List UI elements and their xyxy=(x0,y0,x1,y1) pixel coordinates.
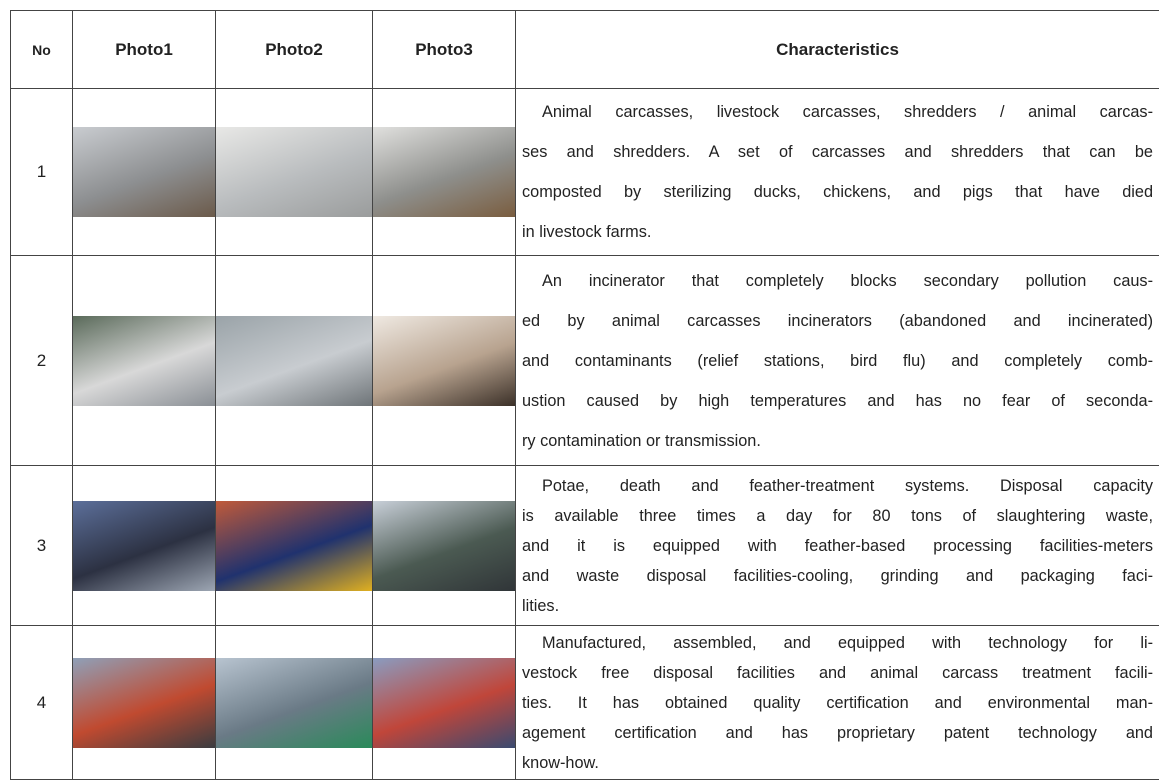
table-row: 3 Potae, death and feather-treatment syst… xyxy=(11,466,1159,626)
page: No Photo1 Photo2 Photo3 Characteristics … xyxy=(0,0,1159,779)
photo-cell xyxy=(73,466,216,626)
text-line: ses and shredders. A set of carcasses an… xyxy=(522,132,1153,172)
characteristics: Potae, death and feather-treatment syste… xyxy=(516,466,1159,626)
photo xyxy=(373,658,515,748)
photo-cell xyxy=(373,626,516,780)
photo-cell xyxy=(216,466,373,626)
text-line: Manufactured, assembled, and equipped wi… xyxy=(522,628,1153,658)
table: No Photo1 Photo2 Photo3 Characteristics … xyxy=(10,10,1159,780)
text-line: vestock free disposal facilities and ani… xyxy=(522,658,1153,688)
photo xyxy=(373,316,515,406)
text-line: in livestock farms. xyxy=(522,212,1153,252)
row-number: 1 xyxy=(11,89,73,256)
text-line: agement certification and has proprietar… xyxy=(522,718,1153,748)
text-line: Animal carcasses, livestock carcasses, s… xyxy=(522,92,1153,132)
photo-cell xyxy=(73,256,216,466)
text-line: lities. xyxy=(522,591,1153,621)
header-cell: Characteristics xyxy=(516,11,1159,89)
text-line: Potae, death and feather-treatment syste… xyxy=(522,471,1153,501)
photo-cell xyxy=(216,89,373,256)
table-body: 1 Animal carcasses, livestock carcasses, … xyxy=(11,89,1159,780)
row-number: 4 xyxy=(11,626,73,780)
row-number: 2 xyxy=(11,256,73,466)
text-line: know-how. xyxy=(522,748,1153,778)
text-line: ry contamination or transmission. xyxy=(522,421,1153,461)
photo-cell xyxy=(373,466,516,626)
photo xyxy=(216,501,372,591)
row-number: 3 xyxy=(11,466,73,626)
photo-cell xyxy=(73,89,216,256)
photo xyxy=(373,127,515,217)
header-row: No Photo1 Photo2 Photo3 Characteristics xyxy=(11,11,1159,89)
header-cell: Photo3 xyxy=(373,11,516,89)
header-cell: Photo2 xyxy=(216,11,373,89)
text-line: ties. It has obtained quality certificat… xyxy=(522,688,1153,718)
text-line: is available three times a day for 80 to… xyxy=(522,501,1153,531)
text-line: and it is equipped with feather-based pr… xyxy=(522,531,1153,561)
table-row: 1 Animal carcasses, livestock carcasses, … xyxy=(11,89,1159,256)
characteristics: Animal carcasses, livestock carcasses, s… xyxy=(516,89,1159,256)
photo-cell xyxy=(373,89,516,256)
photo xyxy=(216,316,372,406)
characteristics: Manufactured, assembled, and equipped wi… xyxy=(516,626,1159,780)
photo xyxy=(73,316,215,406)
characteristics: An incinerator that completely blocks se… xyxy=(516,256,1159,466)
text-line: and waste disposal facilities-cooling, g… xyxy=(522,561,1153,591)
photo xyxy=(73,127,215,217)
text-line: ustion caused by high temperatures and h… xyxy=(522,381,1153,421)
photo-cell xyxy=(216,256,373,466)
photo-cell xyxy=(73,626,216,780)
header-cell: Photo1 xyxy=(73,11,216,89)
text-line: composted by sterilizing ducks, chickens… xyxy=(522,172,1153,212)
header-cell: No xyxy=(11,11,73,89)
table-row: 4 Manufactured, assembled, and equipped w… xyxy=(11,626,1159,780)
photo-cell xyxy=(373,256,516,466)
photo xyxy=(216,658,372,748)
text-line: ed by animal carcasses incinerators (aba… xyxy=(522,301,1153,341)
table-row: 2 An incinerator that completely blocks s… xyxy=(11,256,1159,466)
photo xyxy=(73,501,215,591)
photo xyxy=(216,127,372,217)
text-line: and contaminants (relief stations, bird … xyxy=(522,341,1153,381)
photo xyxy=(373,501,515,591)
photo xyxy=(73,658,215,748)
photo-cell xyxy=(216,626,373,780)
text-line: An incinerator that completely blocks se… xyxy=(522,261,1153,301)
